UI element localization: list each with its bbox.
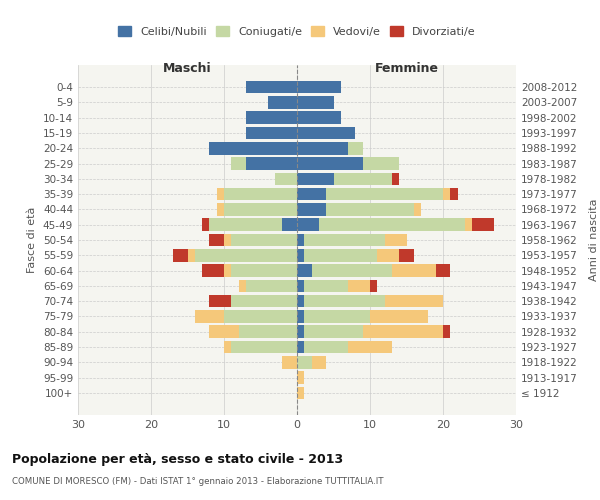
Bar	[297, 188, 326, 200]
Bar	[297, 203, 326, 215]
Bar	[297, 127, 355, 140]
Bar	[297, 218, 319, 231]
Bar	[187, 249, 195, 262]
Bar	[209, 326, 239, 338]
Bar	[348, 340, 392, 353]
Bar	[297, 172, 334, 185]
Bar	[297, 112, 341, 124]
Bar	[304, 234, 385, 246]
Bar	[385, 234, 407, 246]
Bar	[224, 188, 297, 200]
Bar	[232, 158, 246, 170]
Bar	[246, 127, 297, 140]
Bar	[297, 372, 304, 384]
Y-axis label: Fasce di età: Fasce di età	[28, 207, 37, 273]
Bar	[362, 158, 399, 170]
Bar	[209, 218, 283, 231]
Bar	[209, 234, 224, 246]
Bar	[239, 326, 297, 338]
Bar	[297, 356, 311, 368]
Bar	[232, 234, 297, 246]
Bar	[472, 218, 494, 231]
Bar	[246, 112, 297, 124]
Bar	[297, 96, 334, 108]
Bar	[297, 295, 304, 308]
Bar	[232, 340, 297, 353]
Bar	[232, 295, 297, 308]
Legend: Celibi/Nubili, Coniugati/e, Vedovi/e, Divorziati/e: Celibi/Nubili, Coniugati/e, Vedovi/e, Di…	[114, 22, 480, 41]
Bar	[209, 142, 297, 154]
Bar	[326, 203, 414, 215]
Bar	[297, 280, 304, 292]
Bar	[297, 142, 348, 154]
Bar	[232, 264, 297, 277]
Bar	[246, 158, 297, 170]
Bar	[224, 203, 297, 215]
Bar	[297, 81, 341, 94]
Bar	[283, 218, 297, 231]
Bar	[443, 326, 450, 338]
Bar	[370, 310, 428, 322]
Bar	[414, 203, 421, 215]
Bar	[209, 295, 232, 308]
Bar	[195, 310, 224, 322]
Bar	[311, 356, 326, 368]
Bar	[297, 234, 304, 246]
Bar	[385, 295, 443, 308]
Bar	[217, 203, 224, 215]
Bar	[311, 264, 392, 277]
Bar	[362, 326, 443, 338]
Bar	[275, 172, 297, 185]
Bar	[283, 356, 297, 368]
Text: Popolazione per età, sesso e stato civile - 2013: Popolazione per età, sesso e stato civil…	[12, 452, 343, 466]
Bar	[246, 81, 297, 94]
Bar	[392, 264, 436, 277]
Bar	[334, 172, 392, 185]
Text: COMUNE DI MORESCO (FM) - Dati ISTAT 1° gennaio 2013 - Elaborazione TUTTITALIA.IT: COMUNE DI MORESCO (FM) - Dati ISTAT 1° g…	[12, 478, 383, 486]
Y-axis label: Anni di nascita: Anni di nascita	[589, 198, 599, 281]
Bar	[348, 280, 370, 292]
Text: Maschi: Maschi	[163, 62, 212, 76]
Bar	[304, 340, 348, 353]
Bar	[224, 234, 232, 246]
Bar	[173, 249, 187, 262]
Bar	[348, 142, 363, 154]
Bar	[450, 188, 458, 200]
Bar	[304, 310, 370, 322]
Bar	[297, 386, 304, 399]
Bar	[297, 310, 304, 322]
Bar	[297, 340, 304, 353]
Bar	[399, 249, 414, 262]
Bar	[304, 326, 362, 338]
Bar	[370, 280, 377, 292]
Bar	[224, 310, 297, 322]
Bar	[246, 280, 297, 292]
Text: Femmine: Femmine	[374, 62, 439, 76]
Bar	[224, 340, 232, 353]
Bar	[436, 264, 450, 277]
Bar	[297, 326, 304, 338]
Bar	[392, 172, 399, 185]
Bar	[224, 264, 232, 277]
Bar	[195, 249, 297, 262]
Bar	[443, 188, 450, 200]
Bar	[217, 188, 224, 200]
Bar	[326, 188, 443, 200]
Bar	[297, 158, 362, 170]
Bar	[377, 249, 399, 262]
Bar	[239, 280, 246, 292]
Bar	[465, 218, 472, 231]
Bar	[268, 96, 297, 108]
Bar	[304, 249, 377, 262]
Bar	[202, 264, 224, 277]
Bar	[202, 218, 209, 231]
Bar	[304, 295, 385, 308]
Bar	[297, 264, 311, 277]
Bar	[304, 280, 348, 292]
Bar	[319, 218, 465, 231]
Bar	[297, 249, 304, 262]
